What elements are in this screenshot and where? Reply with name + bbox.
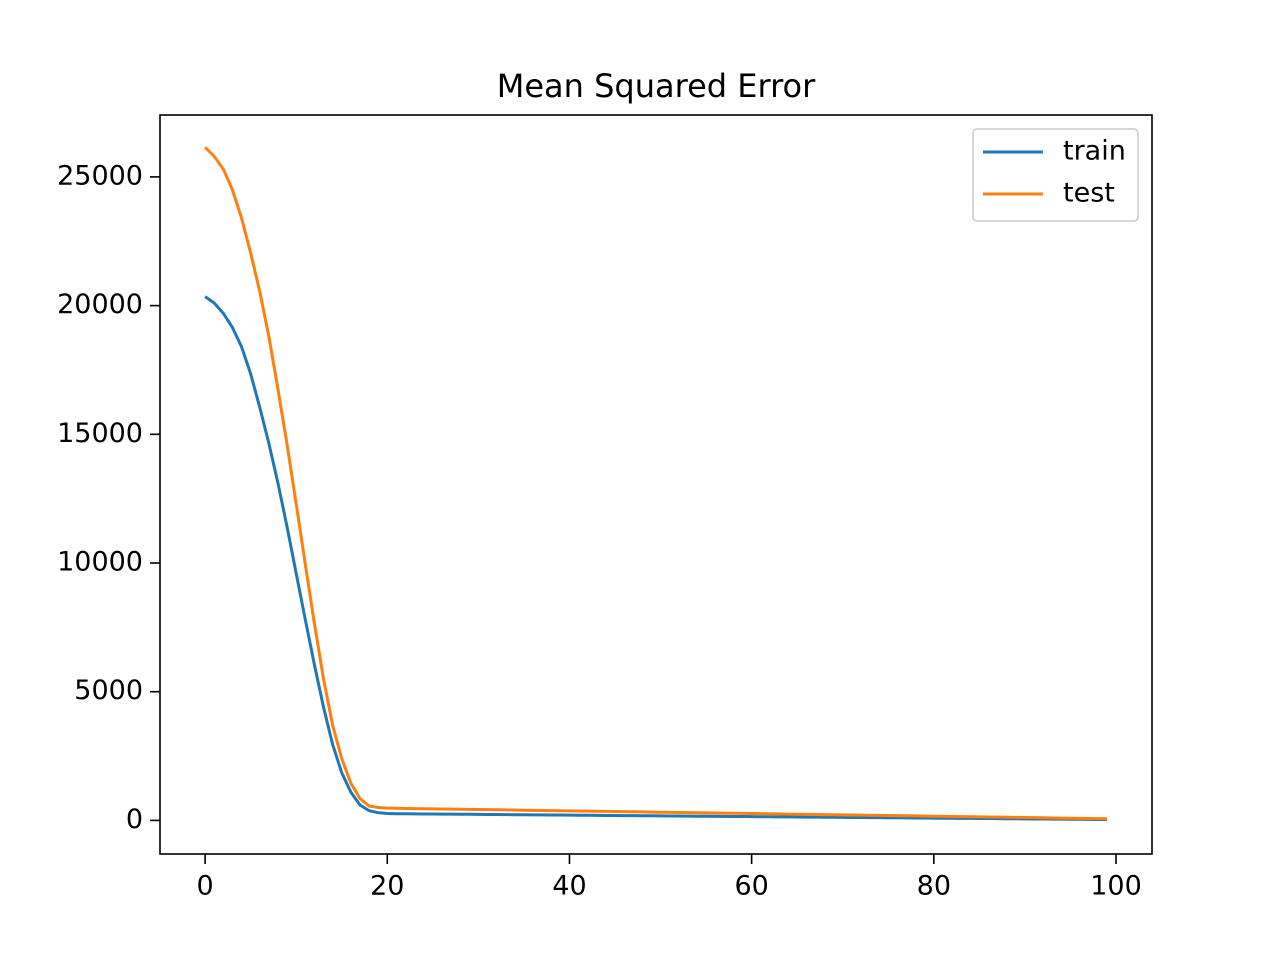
y-tick-label: 25000 (57, 160, 143, 191)
x-tick-label: 0 (196, 871, 213, 902)
y-tick-label: 20000 (57, 289, 143, 320)
y-tick-label: 0 (126, 804, 143, 835)
legend: train test (972, 128, 1139, 222)
x-tick-label: 40 (552, 871, 586, 902)
y-tick-label: 5000 (74, 675, 143, 706)
series-line (204, 295, 1107, 822)
chart-title: Mean Squared Error (497, 67, 816, 105)
y-tick-label: 10000 (57, 547, 143, 578)
series-line (204, 146, 1107, 821)
plot-frame (159, 114, 1153, 855)
x-tick-label: 80 (917, 871, 951, 902)
x-tick-label: 60 (734, 871, 768, 902)
legend-label: train (1063, 136, 1126, 167)
x-tick-label: 20 (370, 871, 404, 902)
x-tick-label: 100 (1090, 871, 1142, 902)
legend-label: test (1063, 178, 1115, 209)
y-tick-label: 15000 (57, 418, 143, 449)
